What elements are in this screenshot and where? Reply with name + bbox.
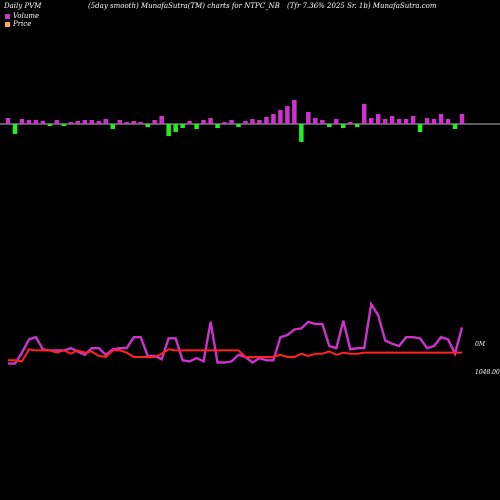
volume-bar [278, 110, 283, 124]
volume-bar [264, 117, 269, 124]
volume-bar [292, 100, 297, 124]
header-right-title: (Tfr 7.36% 2025 Sr. 1b) MunafaSutra.com [287, 2, 437, 10]
volume-bar [96, 121, 102, 124]
volume-bar [348, 122, 353, 124]
volume-bar [138, 122, 143, 124]
volume-bar [5, 118, 11, 124]
volume-bar [215, 124, 220, 128]
volume-bar [180, 124, 185, 128]
volume-bar [208, 118, 213, 124]
volume-bar [75, 121, 81, 124]
volume-bar [82, 120, 88, 124]
volume-bar [236, 124, 241, 127]
volume-bar [47, 124, 53, 126]
volume-bar [229, 120, 234, 124]
volume-bar [152, 120, 157, 124]
volume-bar [299, 124, 304, 142]
legend-volume-label: Volume [13, 12, 40, 20]
volume-bar [389, 116, 395, 124]
volume-bar [222, 122, 227, 124]
volume-bar [117, 120, 122, 124]
volume-bar [124, 122, 129, 124]
volume-bar [68, 122, 74, 124]
volume-bar [110, 124, 116, 129]
volume-bar [320, 120, 325, 124]
volume-bar [103, 119, 109, 124]
volume-bar [201, 120, 206, 124]
volume-bar [431, 119, 437, 124]
volume-bar [33, 120, 39, 124]
volume-bar [243, 121, 248, 124]
volume-bar [89, 120, 95, 124]
volume-bar [396, 119, 402, 124]
volume-bar [187, 121, 192, 124]
volume-bar [445, 119, 451, 124]
volume-bar [410, 116, 416, 124]
right-label-volume: 0M [475, 341, 486, 348]
volume-bar [257, 120, 262, 124]
volume-bar [438, 114, 444, 124]
volume-bar [159, 116, 164, 124]
volume-bar [54, 120, 60, 124]
volume-bar [19, 119, 25, 124]
header-left-title: Daily PVM [4, 2, 42, 10]
volume-bar [250, 119, 255, 124]
legend-price-label: Price [13, 20, 32, 28]
volume-bar [327, 124, 332, 127]
right-label-price: 1048.00 [475, 369, 500, 376]
volume-bar [131, 121, 136, 124]
legend-volume-swatch [5, 13, 10, 19]
volume-bar [459, 114, 465, 124]
volume-bar [306, 112, 311, 124]
legend-price: Price [5, 20, 31, 28]
volume-bar [145, 124, 150, 127]
volume-bar [285, 106, 290, 124]
volume-bar [452, 124, 458, 129]
volume-bar [40, 121, 46, 124]
volume-bar [382, 119, 388, 124]
volume-line [8, 300, 464, 365]
volume-bar [12, 124, 18, 134]
volume-bar [341, 124, 346, 128]
volume-bar [173, 124, 178, 132]
volume-bar [417, 124, 423, 132]
volume-bar [26, 120, 32, 124]
volume-bar [354, 124, 360, 127]
legend-price-swatch [5, 21, 10, 27]
volume-bar [313, 118, 318, 124]
volume-bar [361, 104, 367, 124]
legend-volume: Volume [5, 12, 39, 20]
header-center-title: (5day smooth) MunafaSutra(TM) charts for… [88, 2, 280, 10]
volume-bar [375, 114, 381, 124]
volume-bar [194, 124, 199, 129]
volume-bar [271, 114, 276, 124]
price-line [8, 348, 462, 363]
volume-bar [403, 119, 409, 124]
volume-bar [368, 118, 374, 124]
volume-bar [61, 124, 67, 126]
volume-bar [424, 118, 430, 124]
volume-bars [5, 100, 465, 142]
volume-bar [334, 119, 339, 124]
volume-bar [166, 124, 171, 136]
